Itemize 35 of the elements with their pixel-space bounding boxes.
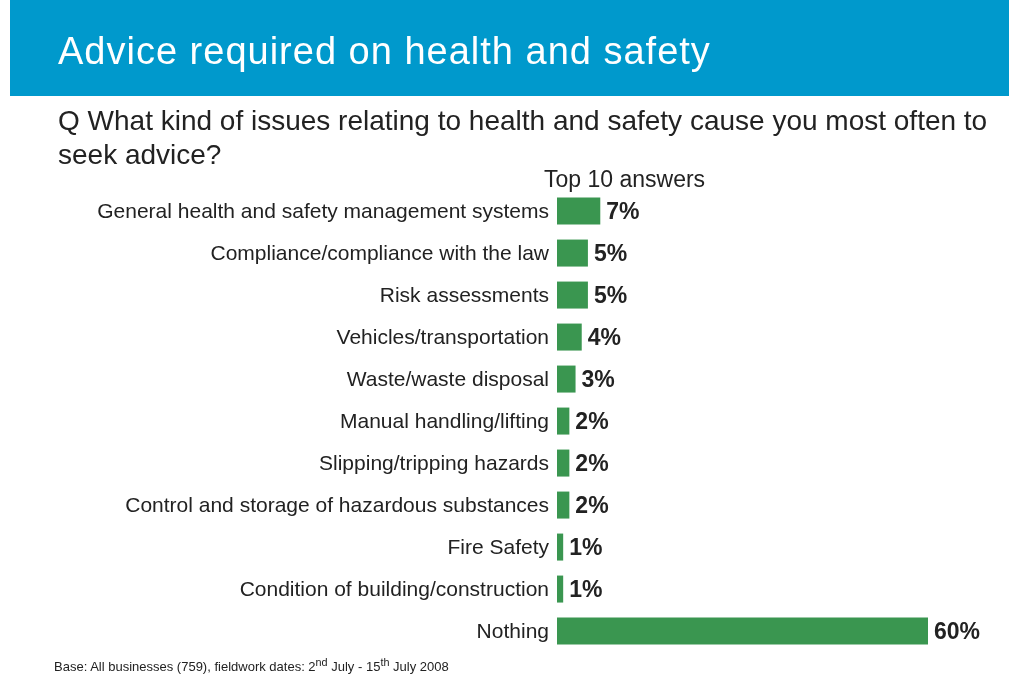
y-tick-label: Condition of building/construction: [239, 577, 549, 601]
chart-title: Advice required on health and safety: [58, 30, 711, 73]
bar: [557, 575, 564, 603]
data-label: 2%: [575, 450, 609, 477]
bar: [557, 323, 582, 351]
data-label: 1%: [569, 534, 603, 561]
bar: [557, 281, 588, 309]
bar: [557, 449, 570, 477]
data-label: 5%: [593, 240, 628, 267]
y-tick-label: Risk assessments: [379, 283, 549, 307]
data-label: 1%: [569, 576, 603, 603]
bar: [557, 491, 570, 519]
y-tick-label: Slipping/tripping hazards: [319, 451, 549, 475]
data-label: 60%: [934, 618, 981, 645]
bar: [557, 365, 576, 393]
y-tick-label: Waste/waste disposal: [346, 367, 549, 391]
text: Base: All businesses (759), fieldwork dates: 2$^{nd}$ July - 15$^{th}$ July 2008: [54, 656, 449, 675]
y-tick-label: Control and storage of hazardous substances: [125, 493, 549, 517]
bar: [557, 197, 601, 225]
bar: [557, 407, 570, 435]
data-label: 5%: [593, 282, 628, 309]
y-tick-label: Fire Safety: [447, 535, 550, 559]
y-tick-label: General health and safety management systems: [97, 199, 549, 223]
bar: [557, 239, 588, 267]
data-label: 4%: [587, 324, 621, 351]
y-tick-label: Vehicles/transportation: [336, 325, 549, 349]
y-tick-label: Compliance/compliance with the law: [210, 241, 550, 265]
data-label: 2%: [575, 492, 609, 519]
bar: [557, 617, 928, 645]
y-tick-label: Manual handling/lifting: [340, 409, 549, 433]
data-label: 3%: [581, 366, 615, 393]
data-label: 2%: [575, 408, 609, 435]
bar: [557, 533, 564, 561]
y-tick-label: Nothing: [476, 619, 549, 643]
data-label: 7%: [606, 198, 640, 225]
